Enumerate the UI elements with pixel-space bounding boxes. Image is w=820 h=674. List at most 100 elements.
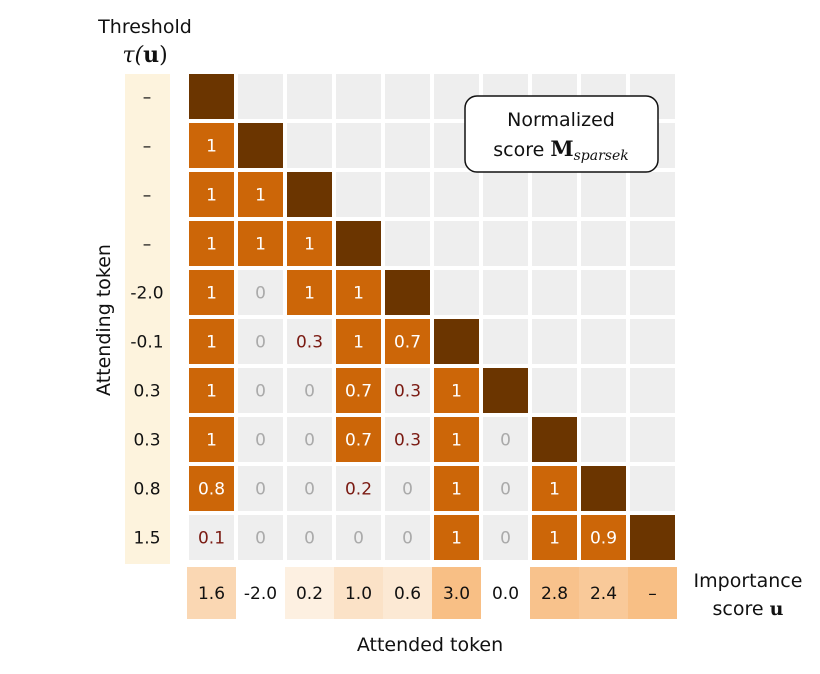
matrix-cell-diagonal bbox=[238, 123, 283, 168]
matrix-cell-empty bbox=[483, 172, 528, 217]
matrix-cell-zero bbox=[287, 417, 332, 462]
matrix-cell-weight-low bbox=[385, 417, 430, 462]
matrix-cell-value: 0 bbox=[255, 431, 266, 451]
importance-value: -2.0 bbox=[244, 584, 277, 604]
matrix-cell-value: 0 bbox=[255, 333, 266, 353]
matrix-cell-value: 1 bbox=[353, 284, 364, 304]
matrix-cell-weight-low bbox=[287, 319, 332, 364]
matrix-cell-weight-low bbox=[189, 515, 234, 560]
matrix-cell-zero bbox=[238, 270, 283, 315]
matrix-cell-weight bbox=[238, 221, 283, 266]
importance-cell bbox=[481, 567, 530, 619]
matrix-cell-diagonal bbox=[434, 319, 479, 364]
matrix-cell-value: 1 bbox=[206, 431, 217, 451]
matrix-cell-value: 0 bbox=[500, 529, 511, 549]
importance-value: 2.8 bbox=[541, 584, 568, 604]
x-axis-label: Attended token bbox=[357, 634, 503, 656]
importance-cell bbox=[334, 567, 383, 619]
matrix-cell-value: 1 bbox=[304, 284, 315, 304]
matrix-cell-value: 0.2 bbox=[345, 480, 372, 500]
matrix-cell-weight bbox=[336, 270, 381, 315]
matrix-cell-weight bbox=[189, 417, 234, 462]
matrix-cell-zero bbox=[483, 417, 528, 462]
matrix-cell-empty bbox=[336, 172, 381, 217]
matrix-cell-empty bbox=[483, 221, 528, 266]
matrix-cell-value: 0 bbox=[402, 480, 413, 500]
matrix-cell-zero bbox=[385, 515, 430, 560]
importance-value: 1.6 bbox=[198, 584, 225, 604]
legend-title: Normalized bbox=[507, 109, 615, 131]
importance-value: 0.2 bbox=[296, 584, 323, 604]
matrix-cell-weight-low bbox=[385, 368, 430, 413]
matrix-cell-weight bbox=[189, 466, 234, 511]
matrix-cell-value: 1 bbox=[206, 186, 217, 206]
matrix-cell-value: 0 bbox=[304, 382, 315, 402]
matrix-cell-weight bbox=[434, 368, 479, 413]
importance-value: 0.0 bbox=[492, 584, 519, 604]
matrix-cell-weight bbox=[434, 515, 479, 560]
matrix-cell-weight bbox=[336, 417, 381, 462]
matrix-cell-value: 0 bbox=[500, 431, 511, 451]
matrix-cell-empty bbox=[483, 270, 528, 315]
threshold-value: 0.8 bbox=[133, 480, 160, 500]
matrix-cell-weight bbox=[434, 417, 479, 462]
threshold-value: – bbox=[143, 137, 152, 157]
matrix-cell-value: 0.1 bbox=[198, 529, 225, 549]
importance-row: 1.6 -2.0 0.2 1.0 0.6 3.0 0.0 2.8 2.4 – bbox=[187, 567, 677, 619]
matrix-cell-diagonal bbox=[483, 368, 528, 413]
matrix-cell-value: 0 bbox=[402, 529, 413, 549]
matrix-cell-weight bbox=[287, 270, 332, 315]
matrix-cell-value: 1 bbox=[206, 137, 217, 157]
matrix-cell-zero bbox=[238, 368, 283, 413]
matrix-cell-zero bbox=[483, 466, 528, 511]
matrix-cell-empty bbox=[581, 319, 626, 364]
matrix-cell-value: 1 bbox=[206, 284, 217, 304]
matrix-cell-weight bbox=[189, 172, 234, 217]
threshold-value: – bbox=[143, 88, 152, 108]
matrix-cell-value: 0.3 bbox=[394, 431, 421, 451]
matrix-cell-diagonal bbox=[385, 270, 430, 315]
matrix-cell-empty bbox=[434, 270, 479, 315]
matrix-cell-value: 1 bbox=[451, 382, 462, 402]
threshold-symbol: τ(u) bbox=[122, 42, 167, 68]
matrix-cell-zero bbox=[238, 319, 283, 364]
matrix-cell-value: 0.3 bbox=[394, 382, 421, 402]
importance-cell bbox=[530, 567, 579, 619]
importance-cell bbox=[579, 567, 628, 619]
y-axis-label: Attending token bbox=[93, 244, 115, 396]
matrix-cell-value: 1 bbox=[353, 333, 364, 353]
matrix-cell-value: 0 bbox=[304, 529, 315, 549]
importance-label: Importance bbox=[694, 570, 803, 592]
matrix-cell-weight bbox=[385, 319, 430, 364]
matrix-cell-value: 0 bbox=[255, 284, 266, 304]
matrix-cell-empty bbox=[532, 319, 577, 364]
matrix-cell-zero bbox=[287, 515, 332, 560]
matrix-cell-zero bbox=[336, 515, 381, 560]
matrix-cell-value: 0.7 bbox=[345, 431, 372, 451]
attention-matrix: 1 1 1 1 1 1 1 0 1 1 1 0 0.3 1 0.7 1 0 0 0.7 0.3 1 1 0 0 0.7 0.3 1 0… bbox=[189, 74, 675, 560]
matrix-cell-empty bbox=[385, 172, 430, 217]
matrix-cell-value: 0.8 bbox=[198, 480, 225, 500]
matrix-cell-empty bbox=[532, 270, 577, 315]
matrix-cell-value: 0 bbox=[353, 529, 364, 549]
matrix-cell-empty bbox=[336, 123, 381, 168]
threshold-value: 0.3 bbox=[133, 382, 160, 402]
matrix-cell-value: 1 bbox=[304, 235, 315, 255]
matrix-cell-empty bbox=[434, 221, 479, 266]
matrix-cell-value: 0.7 bbox=[394, 333, 421, 353]
matrix-cell-weight bbox=[336, 368, 381, 413]
matrix-cell-zero bbox=[238, 515, 283, 560]
matrix-cell-empty bbox=[287, 123, 332, 168]
matrix-cell-empty bbox=[385, 123, 430, 168]
matrix-cell-weight bbox=[189, 368, 234, 413]
matrix-cell-empty bbox=[581, 221, 626, 266]
matrix-cell-empty bbox=[581, 368, 626, 413]
threshold-value: 0.3 bbox=[133, 431, 160, 451]
matrix-cell-zero bbox=[385, 466, 430, 511]
importance-cell bbox=[236, 567, 285, 619]
matrix-cell-diagonal bbox=[581, 466, 626, 511]
matrix-cell-empty bbox=[385, 74, 430, 119]
importance-label-line2: score u bbox=[713, 598, 784, 620]
matrix-cell-diagonal bbox=[287, 172, 332, 217]
